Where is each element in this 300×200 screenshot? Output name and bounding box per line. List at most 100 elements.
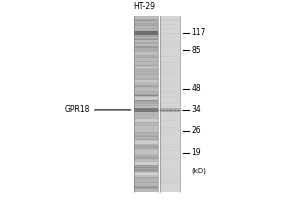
Bar — [134, 86, 158, 88]
Bar — [134, 43, 158, 44]
Bar — [134, 36, 158, 37]
Bar — [134, 96, 158, 97]
Bar — [134, 173, 158, 174]
Bar — [134, 95, 158, 97]
Bar — [134, 157, 158, 159]
Bar — [134, 168, 158, 170]
Bar — [134, 97, 158, 100]
Bar — [134, 148, 158, 150]
Bar — [134, 188, 158, 189]
Bar — [134, 114, 158, 116]
Bar — [134, 46, 158, 48]
Bar — [134, 124, 158, 126]
Bar — [134, 50, 158, 51]
Bar — [134, 66, 158, 69]
Bar — [160, 84, 180, 85]
Bar — [160, 169, 180, 170]
Text: 48: 48 — [191, 84, 201, 93]
Bar — [134, 22, 158, 23]
Bar — [134, 147, 158, 148]
Bar — [134, 68, 158, 70]
Bar — [134, 187, 158, 188]
Bar — [134, 145, 158, 147]
Bar — [134, 164, 158, 165]
Bar — [134, 55, 158, 56]
Bar — [134, 160, 158, 161]
Bar — [160, 24, 180, 25]
Bar — [134, 50, 158, 51]
Bar — [160, 72, 180, 73]
Bar — [134, 96, 158, 97]
Bar — [134, 170, 158, 172]
Bar — [134, 179, 158, 181]
Bar — [134, 25, 158, 26]
Bar — [134, 110, 158, 112]
Bar — [134, 157, 158, 159]
Bar — [134, 175, 158, 176]
Bar — [134, 74, 158, 75]
Bar — [134, 43, 158, 44]
Bar — [134, 85, 158, 87]
Bar — [134, 52, 158, 53]
Bar — [134, 142, 158, 143]
Bar — [134, 76, 158, 77]
Bar — [134, 31, 158, 32]
Bar — [134, 131, 158, 133]
Bar — [134, 181, 158, 183]
Bar — [134, 165, 158, 166]
Bar — [134, 48, 158, 52]
Bar — [134, 25, 158, 26]
Bar — [134, 108, 158, 112]
Bar — [134, 58, 158, 59]
Bar — [134, 80, 158, 82]
Bar — [134, 174, 158, 175]
Bar — [134, 162, 158, 164]
Bar — [134, 56, 158, 58]
Bar — [134, 17, 158, 19]
Bar — [134, 83, 158, 84]
Bar — [134, 21, 158, 22]
Bar — [134, 140, 158, 141]
Bar — [134, 174, 158, 175]
Bar — [134, 68, 158, 69]
Bar — [134, 30, 158, 31]
Bar — [134, 95, 158, 96]
Bar — [134, 87, 158, 88]
Bar — [134, 68, 158, 69]
Bar — [134, 184, 158, 185]
Bar — [160, 178, 180, 179]
Bar — [134, 87, 158, 91]
Bar — [134, 187, 158, 189]
Bar — [134, 128, 158, 129]
Bar — [160, 183, 180, 184]
Bar — [134, 74, 158, 76]
Bar — [134, 109, 158, 111]
Bar — [134, 76, 158, 77]
Bar — [160, 146, 180, 148]
Bar — [134, 80, 158, 82]
Bar — [134, 30, 158, 32]
Bar — [160, 120, 180, 121]
Bar — [134, 31, 158, 35]
Bar — [134, 24, 158, 26]
Bar — [134, 48, 158, 49]
Bar — [134, 180, 158, 181]
Bar — [134, 180, 158, 181]
Bar — [134, 148, 158, 149]
Bar — [160, 110, 180, 111]
Bar — [134, 33, 158, 34]
Bar — [134, 114, 158, 115]
Bar — [134, 141, 158, 143]
Bar — [134, 51, 158, 52]
Bar — [134, 115, 158, 117]
Bar — [134, 142, 158, 143]
Bar — [134, 146, 158, 147]
Bar — [134, 55, 158, 56]
Bar — [134, 185, 158, 187]
Bar — [134, 115, 158, 117]
Bar — [134, 172, 158, 174]
Bar — [134, 52, 158, 54]
Bar — [134, 36, 158, 37]
Bar — [160, 89, 180, 90]
Bar — [134, 85, 158, 87]
